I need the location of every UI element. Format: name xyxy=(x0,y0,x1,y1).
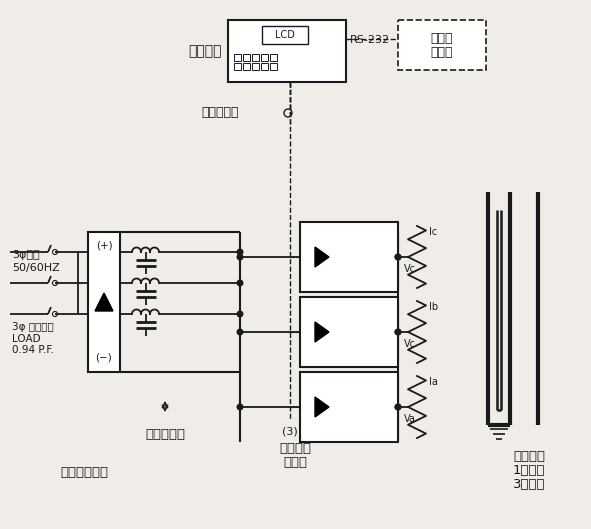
Text: LOAD: LOAD xyxy=(12,334,41,344)
Bar xyxy=(300,297,398,367)
Text: 0.94 P.F.: 0.94 P.F. xyxy=(12,345,54,355)
Bar xyxy=(243,54,250,61)
Text: 控制，反馈: 控制，反馈 xyxy=(202,106,239,120)
Text: RS-232: RS-232 xyxy=(350,35,390,45)
Polygon shape xyxy=(315,397,329,417)
Circle shape xyxy=(395,404,401,410)
Text: 滤波电抗器: 滤波电抗器 xyxy=(145,428,185,442)
Bar xyxy=(234,63,241,70)
Text: 无芯炉子: 无芯炉子 xyxy=(513,450,545,463)
Bar xyxy=(261,63,268,70)
Text: 打印机: 打印机 xyxy=(431,47,453,59)
Circle shape xyxy=(395,254,401,260)
Text: 3φ 负载均衡: 3φ 负载均衡 xyxy=(12,322,54,332)
Bar xyxy=(228,20,346,82)
Text: Vc: Vc xyxy=(404,339,416,349)
Bar xyxy=(234,54,241,61)
Text: 电脑，: 电脑， xyxy=(431,32,453,45)
Bar xyxy=(262,26,308,44)
Bar xyxy=(243,63,250,70)
Circle shape xyxy=(395,254,401,260)
Text: 3相搅拌: 3相搅拌 xyxy=(513,478,545,491)
Text: 微处理器: 微处理器 xyxy=(189,44,222,58)
Text: Ib: Ib xyxy=(429,302,438,312)
Bar xyxy=(261,54,268,61)
Text: (3): (3) xyxy=(282,427,298,437)
Bar xyxy=(270,54,277,61)
Circle shape xyxy=(237,311,243,317)
Text: (−): (−) xyxy=(96,353,112,363)
Bar xyxy=(252,54,259,61)
Circle shape xyxy=(237,249,243,255)
Bar xyxy=(300,372,398,442)
Text: Vc: Vc xyxy=(404,264,416,274)
Circle shape xyxy=(395,329,401,335)
Circle shape xyxy=(395,404,401,410)
Bar xyxy=(270,63,277,70)
Polygon shape xyxy=(315,247,329,267)
Text: LCD: LCD xyxy=(275,30,295,40)
Text: 1相溶炼: 1相溶炼 xyxy=(513,464,545,477)
Text: 二极管整流桥: 二极管整流桥 xyxy=(60,466,108,479)
Bar xyxy=(252,63,259,70)
Circle shape xyxy=(237,404,243,410)
Bar xyxy=(88,232,120,372)
Text: Ic: Ic xyxy=(429,227,437,237)
Circle shape xyxy=(237,329,243,335)
Text: 50/60HZ: 50/60HZ xyxy=(12,263,60,273)
Text: 电容器: 电容器 xyxy=(283,455,307,469)
Polygon shape xyxy=(315,322,329,342)
Text: Ia: Ia xyxy=(429,377,438,387)
Text: (+): (+) xyxy=(96,241,112,251)
Circle shape xyxy=(395,329,401,335)
Text: Va: Va xyxy=(404,414,416,424)
Text: 逻变器，: 逻变器， xyxy=(279,442,311,454)
Circle shape xyxy=(237,254,243,260)
Polygon shape xyxy=(95,293,113,311)
Text: 3φ供电: 3φ供电 xyxy=(12,250,40,260)
Circle shape xyxy=(237,280,243,286)
Bar xyxy=(398,20,486,70)
Bar xyxy=(300,222,398,292)
